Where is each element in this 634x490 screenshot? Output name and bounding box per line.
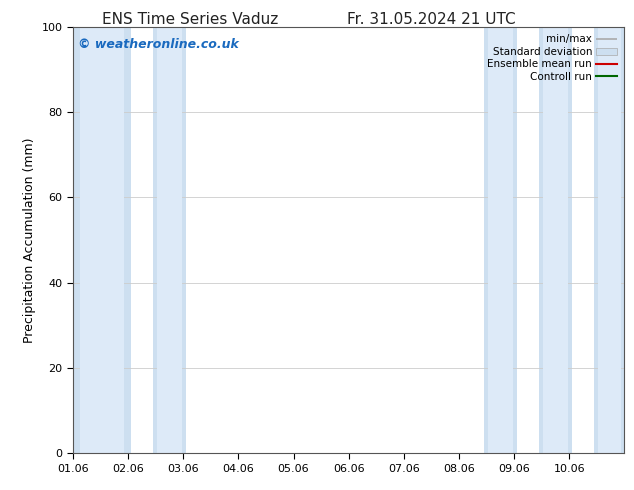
Bar <box>73 27 131 453</box>
Bar <box>598 27 621 453</box>
Bar <box>153 27 186 453</box>
Bar <box>539 27 572 453</box>
Bar <box>157 27 182 453</box>
Legend: min/max, Standard deviation, Ensemble mean run, Controll run: min/max, Standard deviation, Ensemble me… <box>486 32 619 84</box>
Bar <box>488 27 513 453</box>
Bar <box>484 27 517 453</box>
Text: © weatheronline.co.uk: © weatheronline.co.uk <box>79 38 239 50</box>
Bar <box>80 27 124 453</box>
Bar <box>594 27 624 453</box>
Y-axis label: Precipitation Accumulation (mm): Precipitation Accumulation (mm) <box>23 137 36 343</box>
Text: ENS Time Series Vaduz: ENS Time Series Vaduz <box>102 12 278 27</box>
Bar <box>543 27 568 453</box>
Text: Fr. 31.05.2024 21 UTC: Fr. 31.05.2024 21 UTC <box>347 12 515 27</box>
